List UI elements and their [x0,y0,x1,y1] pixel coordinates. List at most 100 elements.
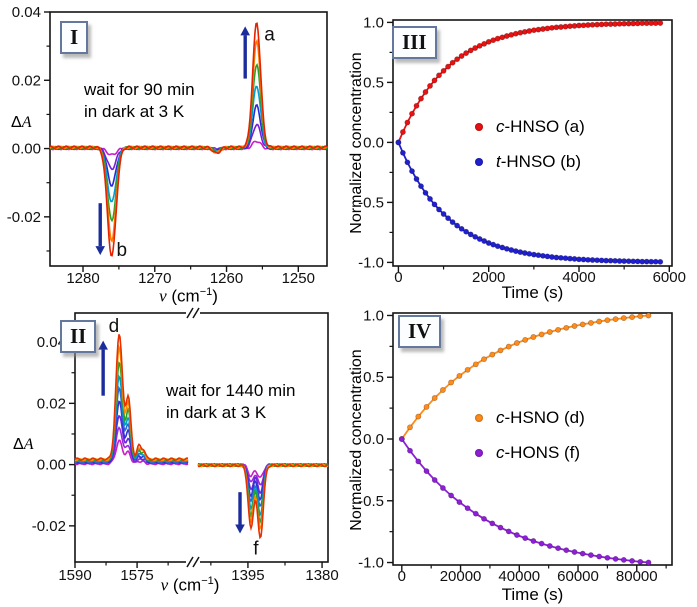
series-marker [404,119,411,126]
spectra-trace [74,334,189,461]
series-marker [415,413,422,420]
y-tick-label: 0.02 [37,395,66,412]
series-marker [645,312,652,319]
series-marker [497,524,504,531]
legend-item-c-hons: c-HONS (f) [475,443,580,463]
axis-frame [74,312,329,563]
y-axis-label: Normalized concentration [348,349,365,531]
panel-badge-III: III [392,26,437,59]
x-tick-label: 1260 [210,270,243,287]
series-marker [587,319,594,326]
series-marker [481,40,488,47]
series-marker [596,318,603,325]
series-marker [436,72,442,79]
y-tick-label: -0.02 [32,518,66,535]
x-tick-label: 60000 [557,568,599,585]
spectrum-plot-II: 0.04 0.02 0.00 -0.02 1590 1575 1395 1380 d f [32,307,339,584]
series-marker [448,379,455,386]
series-marker [431,77,438,84]
series-marker [489,351,496,358]
panel-badge-IV: IV [398,315,442,348]
legend-marker [475,123,483,131]
series-marker [407,447,413,454]
panel-II: 0.04 0.02 0.00 -0.02 1590 1575 1395 1380 d f II w… [0,300,348,607]
y-tick-label: -0.5 [358,194,384,211]
x-axis-label: Time (s) [501,585,564,604]
x-tick-label: 80000 [616,568,658,585]
series-marker [472,45,479,51]
series-marker [620,315,627,322]
y-tick-label: -1.0 [358,254,384,271]
legend-item-c-hnso: c-HNSO (a) [475,117,585,137]
series-marker [481,356,487,363]
x-axis-label: ν (cm−1) [159,286,218,306]
y-axis-label: ΔA [13,436,34,453]
series-marker [587,552,594,559]
series-marker [629,314,636,321]
series-marker [563,324,570,331]
series-marker [472,510,479,517]
series-marker [418,183,424,190]
series-marker [522,336,529,343]
panel-badge-label: IV [408,319,432,343]
series-marker [413,176,420,182]
series-marker [458,225,465,232]
series-marker [422,189,429,196]
panel-badge-I: I [60,21,89,54]
series-marker [467,47,474,54]
series-marker [454,56,461,63]
series-marker [629,557,636,564]
series-marker [657,258,664,265]
x-tick-label: 0 [394,269,402,286]
x-tick-label: 0 [398,568,406,585]
legend-item-t-hnso: t-HNSO (b) [475,152,581,172]
peak-letter: a [264,25,275,46]
y-tick-label: 0.00 [37,457,66,474]
series-marker [445,215,452,222]
series-marker [399,129,406,135]
peak-letter: d [109,316,120,337]
series-marker [456,499,463,506]
time-arrow-head [235,524,245,534]
y-tick-label: -1.0 [358,555,384,572]
series-marker [449,219,456,226]
series-marker [612,316,619,323]
y-tick-label: 0.04 [12,4,41,21]
y-tick-label: -0.5 [358,493,384,510]
series-marker [637,558,644,565]
series-marker [538,540,545,547]
axis-break-icon [192,556,200,568]
series-marker [555,326,562,333]
x-axis-label: Time (s) [501,283,564,302]
legend-label: c-HSNO (d) [496,408,585,427]
series-marker [481,238,488,244]
axis-break-icon [186,307,194,319]
series-marker [458,53,465,59]
y-tick-label: 1.0 [363,307,384,324]
series-marker [409,110,415,117]
y-axis-label: ΔA [11,114,32,131]
kinetics-plot-IV: 1.0 0.5 0.0 -0.5 -1.0 0 20000 40000 60000 80000 [358,307,673,585]
axis-frame [49,11,328,267]
panel-IV: 1.0 0.5 0.0 -0.5 -1.0 0 20000 40000 60000 80000 I… [348,300,697,607]
series-marker [440,211,447,217]
series-marker [404,159,411,166]
y-tick-label: 0.5 [363,369,384,386]
series-marker [546,329,553,335]
spectra-trace [50,22,328,257]
series-marker [604,554,611,561]
x-tick-label: 1590 [58,567,91,584]
time-arrow-head [240,26,250,36]
x-tick-label: 6000 [653,269,686,286]
series-marker [637,313,644,320]
x-tick-label: 1270 [138,270,171,287]
series-marker [463,228,470,235]
series-marker [439,387,446,393]
series-marker [418,95,424,102]
x-tick-label: 1250 [282,270,315,287]
series-marker [431,201,438,208]
axis-break-icon [186,556,194,568]
y-tick-label: 0.0 [363,134,384,151]
x-tick-label: 40000 [498,568,540,585]
